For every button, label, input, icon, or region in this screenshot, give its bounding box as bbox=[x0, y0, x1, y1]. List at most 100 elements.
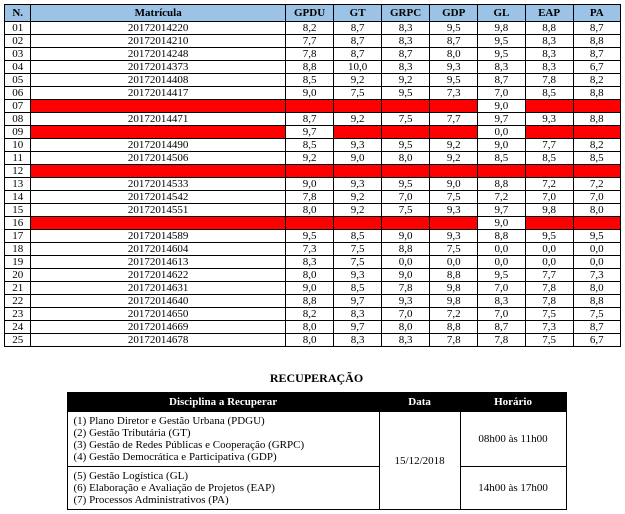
table-row: 05201720144088,59,29,29,58,77,88,2 bbox=[5, 74, 621, 87]
table-row: 24201720146698,09,78,08,88,77,38,7 bbox=[5, 321, 621, 334]
cell-grade: 8,7 bbox=[573, 321, 620, 334]
cell-n: 09 bbox=[5, 126, 31, 139]
cell-grade: 7,0 bbox=[478, 87, 526, 100]
cell-grade: 8,5 bbox=[334, 230, 382, 243]
cell-matricula: 20172014560 bbox=[31, 217, 286, 230]
cell-grade: 8,0 bbox=[573, 204, 620, 217]
cell-grade: 7,2 bbox=[573, 178, 620, 191]
col-gt: GT bbox=[334, 5, 382, 22]
cell-grade: 9,5 bbox=[430, 74, 478, 87]
cell-n: 21 bbox=[5, 282, 31, 295]
cell-n: 11 bbox=[5, 152, 31, 165]
cell-grade: 8,5 bbox=[285, 74, 333, 87]
cell-grade: 8,2 bbox=[285, 22, 333, 35]
cell-grade: 8,3 bbox=[525, 61, 573, 74]
col-pa: PA bbox=[573, 5, 620, 22]
cell-grade: 8,5 bbox=[334, 282, 382, 295]
cell-n: 08 bbox=[5, 113, 31, 126]
cell-grade: 8,2 bbox=[573, 74, 620, 87]
cell-grade: 9,0 bbox=[334, 152, 382, 165]
cell-grade: 8,0 bbox=[381, 321, 429, 334]
cell-grade: 8,3 bbox=[381, 334, 429, 347]
cell-grade: 8,5 bbox=[525, 152, 573, 165]
cell-grade: 8,5 bbox=[285, 139, 333, 152]
recup-title: RECUPERAÇÃO bbox=[4, 371, 625, 386]
cell-n: 22 bbox=[5, 295, 31, 308]
col-gpdu: GPDU bbox=[285, 5, 333, 22]
cell-grade: 9,3 bbox=[430, 230, 478, 243]
table-row: 19201720146138,37,50,00,00,00,00,0 bbox=[5, 256, 621, 269]
cell-matricula: 20172014542 bbox=[31, 191, 286, 204]
table-row: 10201720144908,59,39,59,29,07,78,2 bbox=[5, 139, 621, 152]
cell-grade: 0,0 bbox=[573, 100, 620, 113]
cell-matricula: 20172014373 bbox=[31, 61, 286, 74]
cell-grade: 7,2 bbox=[430, 308, 478, 321]
cell-grade: 8,8 bbox=[381, 243, 429, 256]
cell-grade: 9,0 bbox=[285, 282, 333, 295]
cell-grade: 7,3 bbox=[525, 321, 573, 334]
cell-grade: 9,0 bbox=[285, 178, 333, 191]
cell-grade: 7,5 bbox=[573, 308, 620, 321]
cell-n: 17 bbox=[5, 230, 31, 243]
cell-matricula: 20172014650 bbox=[31, 308, 286, 321]
cell-grade: 9,2 bbox=[334, 113, 382, 126]
cell-matricula: 20172014480 bbox=[31, 126, 286, 139]
cell-matricula: 20172014506 bbox=[31, 152, 286, 165]
cell-n: 02 bbox=[5, 35, 31, 48]
cell-grade: 8,5 bbox=[478, 152, 526, 165]
cell-grade: 9,0 bbox=[478, 139, 526, 152]
cell-grade: 8,8 bbox=[430, 269, 478, 282]
cell-grade: 0,0 bbox=[430, 100, 478, 113]
cell-matricula: 20172014551 bbox=[31, 204, 286, 217]
cell-grade: 8,8 bbox=[285, 61, 333, 74]
recup-block1-hora: 08h00 às 11h00 bbox=[460, 412, 566, 467]
cell-grade: 8,7 bbox=[334, 48, 382, 61]
cell-matricula: 20172014408 bbox=[31, 74, 286, 87]
cell-grade: 7,5 bbox=[334, 256, 382, 269]
table-row: 13201720145339,09,39,59,08,87,27,2 bbox=[5, 178, 621, 191]
table-row: 14201720145427,89,27,07,57,27,07,0 bbox=[5, 191, 621, 204]
col-matricula: Matrícula bbox=[31, 5, 286, 22]
cell-n: 14 bbox=[5, 191, 31, 204]
cell-grade: 0,0 bbox=[525, 256, 573, 269]
cell-matricula: 20172014471 bbox=[31, 113, 286, 126]
table-row: 12201720145248,50,00,01,00,01,00,0 bbox=[5, 165, 621, 178]
cell-grade: 0,0 bbox=[525, 243, 573, 256]
cell-grade: 9,5 bbox=[381, 87, 429, 100]
cell-grade: 8,0 bbox=[285, 334, 333, 347]
cell-grade: 8,0 bbox=[285, 204, 333, 217]
col-gdp: GDP bbox=[430, 5, 478, 22]
cell-grade: 9,3 bbox=[334, 269, 382, 282]
table-row: 06201720144179,07,59,57,37,08,58,8 bbox=[5, 87, 621, 100]
cell-grade: 7,7 bbox=[285, 35, 333, 48]
cell-grade: 9,2 bbox=[334, 204, 382, 217]
cell-matricula: 20172014604 bbox=[31, 243, 286, 256]
cell-grade: 7,0 bbox=[573, 191, 620, 204]
cell-n: 06 bbox=[5, 87, 31, 100]
cell-matricula: 20172014669 bbox=[31, 321, 286, 334]
cell-grade: 0,0 bbox=[573, 217, 620, 230]
cell-grade: 7,2 bbox=[478, 191, 526, 204]
table-row: 20201720146228,09,39,08,89,57,77,3 bbox=[5, 269, 621, 282]
cell-grade: 9,2 bbox=[334, 74, 382, 87]
cell-grade: 7,5 bbox=[525, 334, 573, 347]
cell-grade: 7,5 bbox=[430, 243, 478, 256]
recup-date: 15/12/2018 bbox=[379, 412, 460, 510]
cell-grade: 7,8 bbox=[525, 282, 573, 295]
cell-n: 01 bbox=[5, 22, 31, 35]
cell-grade: 0,0 bbox=[430, 126, 478, 139]
cell-grade: 0,0 bbox=[285, 217, 333, 230]
cell-grade: 0,0 bbox=[478, 126, 526, 139]
cell-grade: 1,0 bbox=[430, 165, 478, 178]
cell-grade: 9,7 bbox=[478, 204, 526, 217]
recup-col-disc: Disciplina a Recuperar bbox=[67, 393, 379, 412]
cell-grade: 0,0 bbox=[573, 165, 620, 178]
cell-grade: 7,8 bbox=[525, 295, 573, 308]
cell-grade: 8,5 bbox=[525, 87, 573, 100]
cell-grade: 7,7 bbox=[525, 269, 573, 282]
cell-grade: 7,0 bbox=[381, 308, 429, 321]
cell-matricula: 20172014640 bbox=[31, 295, 286, 308]
cell-grade: 7,0 bbox=[478, 282, 526, 295]
cell-grade: 0,0 bbox=[573, 243, 620, 256]
table-row: 03201720142487,88,78,78,09,58,38,7 bbox=[5, 48, 621, 61]
